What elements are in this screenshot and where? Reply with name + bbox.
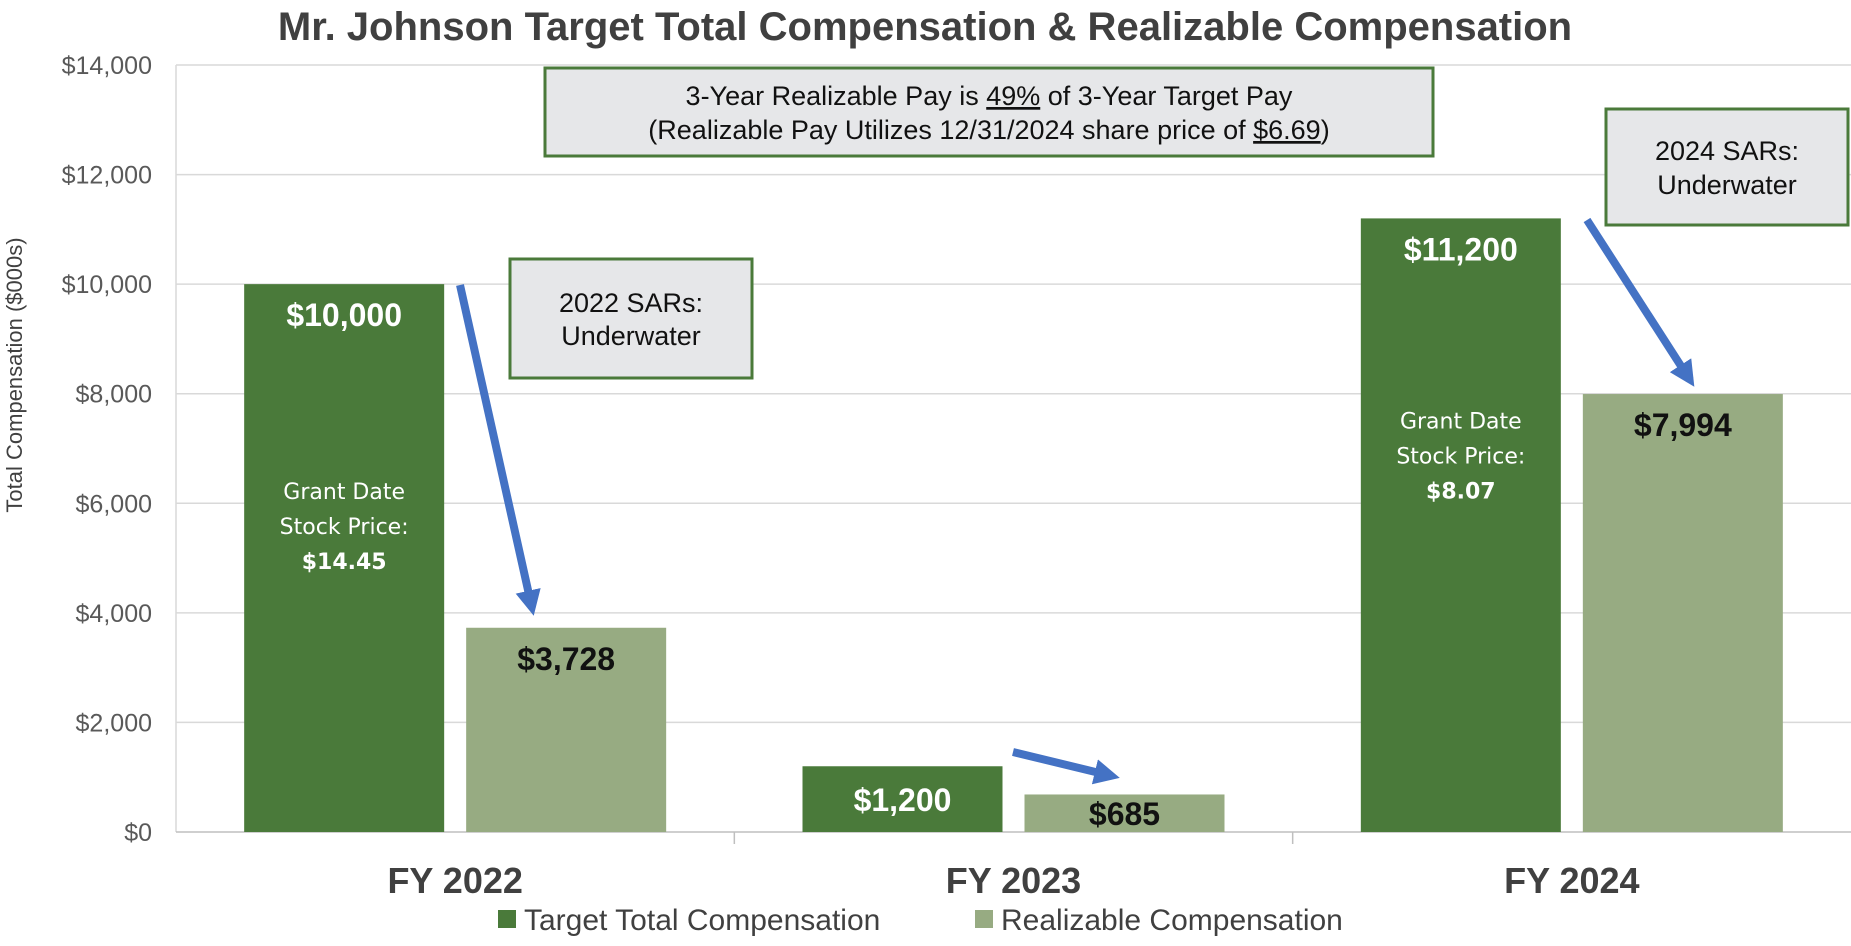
- bar-note-line: Grant Date: [1400, 409, 1522, 434]
- bar-note-line: Stock Price:: [1396, 444, 1525, 469]
- bar-value-label: $7,994: [1634, 407, 1732, 443]
- summary-share-price: $6.69: [1253, 115, 1321, 145]
- bar-value-label: $3,728: [517, 641, 615, 677]
- legend-swatch-target: [498, 910, 516, 928]
- chart-title: Mr. Johnson Target Total Compensation & …: [278, 5, 1572, 49]
- bar-realizable: [1024, 794, 1225, 832]
- x-axis-categories: FY 2022 FY 2023 FY 2024: [387, 860, 1639, 901]
- bar-value-label: $11,200: [1404, 231, 1518, 267]
- bar-note-line: Stock Price:: [280, 515, 409, 540]
- callout-2024-line2: Underwater: [1657, 170, 1797, 200]
- arrows: [456, 217, 1695, 785]
- callout-2024-line1: 2024 SARs:: [1655, 136, 1799, 166]
- gridlines: [175, 64, 1851, 832]
- x-category-label: FY 2024: [1504, 860, 1639, 901]
- x-axis: [176, 831, 1851, 844]
- arrow-2022: [456, 284, 541, 616]
- callout-2022-box: [508, 257, 754, 380]
- bar-target: [244, 284, 445, 833]
- bar-target: [1360, 218, 1561, 832]
- bar-value-label: $685: [1089, 796, 1160, 832]
- legend-label-target: Target Total Compensation: [524, 904, 880, 937]
- arrow-2024: [1583, 217, 1695, 387]
- bar-labels: $10,000 $3,728 $1,200 $685 $11,200 $7,994: [286, 231, 1732, 832]
- summary-line2-suffix: ): [1321, 115, 1330, 145]
- y-tick-label: $4,000: [76, 600, 152, 628]
- svg-text:(Realizable Pay Utilizes 12/31: (Realizable Pay Utilizes 12/31/2024 shar…: [648, 115, 1329, 145]
- y-tick-label: $8,000: [76, 381, 152, 409]
- arrow-2023: [1012, 748, 1120, 785]
- bar-note-line: Grant Date: [283, 480, 405, 505]
- y-tick-label: $2,000: [76, 709, 152, 737]
- y-tick-label: $0: [124, 819, 152, 847]
- callout-2024: 2024 SARs: Underwater: [1604, 107, 1850, 227]
- y-tick-label: $12,000: [62, 162, 152, 190]
- summary-line1-prefix: 3-Year Realizable Pay is: [686, 81, 987, 111]
- summary-line2-prefix: (Realizable Pay Utilizes 12/31/2024 shar…: [648, 115, 1253, 145]
- summary-callout: 3-Year Realizable Pay is 49% of 3-Year T…: [543, 66, 1435, 158]
- bar-realizable: [466, 627, 667, 832]
- bar-value-label: $1,200: [854, 782, 952, 818]
- callout-2022-line2: Underwater: [561, 321, 701, 351]
- bar-target: [802, 766, 1003, 832]
- callout-2022: 2022 SARs: Underwater: [508, 257, 754, 380]
- svg-text:3-Year Realizable Pay is 49% o: 3-Year Realizable Pay is 49% of 3-Year T…: [686, 81, 1293, 111]
- y-tick-label: $6,000: [76, 490, 152, 518]
- x-category-label: FY 2022: [387, 860, 522, 901]
- bar-note-line: $8.07: [1426, 479, 1496, 504]
- callout-2022-line1: 2022 SARs:: [559, 288, 703, 318]
- bar-notes: Grant Date Stock Price: $14.45 Grant Date St…: [280, 409, 1526, 575]
- callout-2024-box: [1604, 107, 1850, 227]
- summary-percentage: 49%: [986, 81, 1040, 111]
- legend: Target Total Compensation Realizable Com…: [498, 904, 1343, 937]
- bars: [244, 218, 1783, 833]
- legend-label-realizable: Realizable Compensation: [1001, 904, 1343, 937]
- y-axis-title: Total Compensation ($000s): [2, 237, 27, 512]
- y-tick-label: $14,000: [62, 52, 152, 80]
- summary-line1-suffix: of 3-Year Target Pay: [1040, 81, 1293, 111]
- bar-note-line: $14.45: [302, 550, 387, 575]
- y-axis-ticks: $0 $2,000 $4,000 $6,000 $8,000 $10,000 $12,000…: [62, 52, 152, 847]
- legend-swatch-realizable: [975, 910, 993, 928]
- x-category-label: FY 2023: [946, 860, 1081, 901]
- bar-value-label: $10,000: [286, 297, 402, 333]
- summary-callout-box: [543, 66, 1435, 158]
- bar-realizable: [1582, 394, 1783, 832]
- y-tick-label: $10,000: [62, 271, 152, 299]
